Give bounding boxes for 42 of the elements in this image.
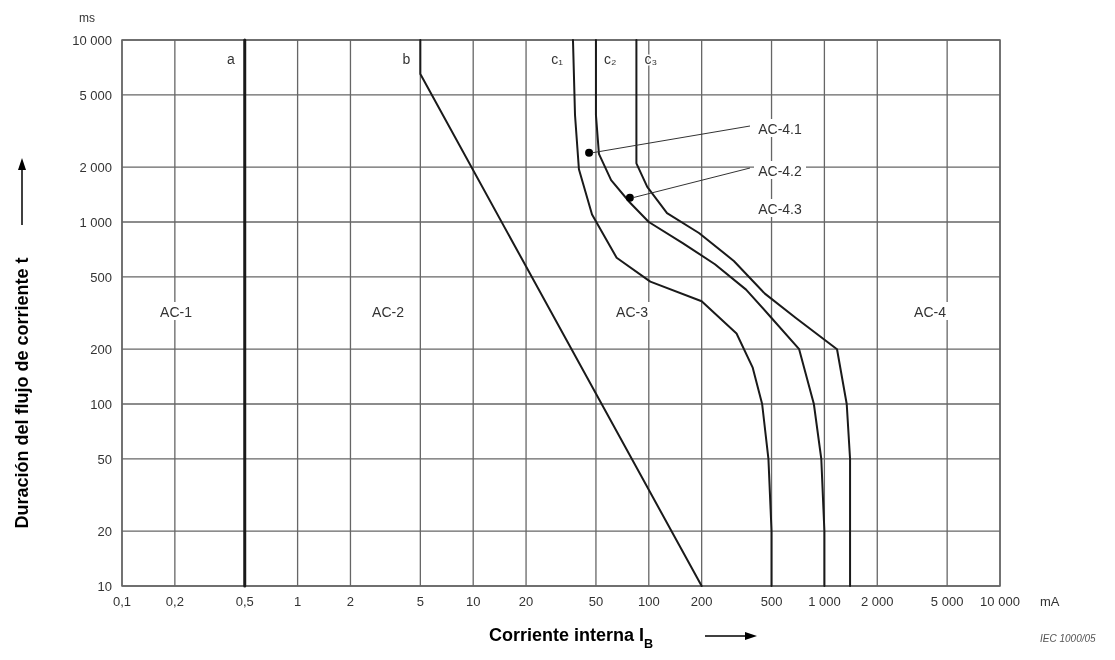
text: mA <box>1040 594 1060 609</box>
x-tick-label: 2 000 <box>860 594 894 609</box>
annotation: AC-4.1 <box>758 121 802 137</box>
annotation: AC-4 <box>914 304 947 320</box>
x-tick-label: 1 <box>293 594 302 609</box>
y-tick-label: 100 <box>90 397 112 412</box>
y-tick-label: 10 <box>97 579 112 594</box>
y-tick-label: 200 <box>90 342 112 358</box>
x-tick-label: 20 <box>518 594 534 609</box>
annotation: AC-4.2 <box>758 163 802 179</box>
x-tick-label: 200 <box>690 594 713 609</box>
y-tick-label: 1 000 <box>79 215 112 230</box>
x-tick-label: 2 <box>346 594 355 609</box>
series-label: c₂ <box>603 51 617 67</box>
y-tick-label: 50 <box>97 451 112 467</box>
series-label: c₁ <box>551 51 564 67</box>
y-tick-label: 10 000 <box>72 33 112 48</box>
x-tick-label: 10 <box>465 594 481 609</box>
annotation: AC-3 <box>616 304 649 320</box>
x-tick-label: 1 000 <box>808 594 841 609</box>
x-tick-label: 0,2 <box>165 594 184 609</box>
annotation: AC-1 <box>160 304 193 320</box>
annotation: AC-4.3 <box>758 201 802 217</box>
y-axis-title: Duración del flujo de corriente t <box>12 257 32 529</box>
y-tick-label: 5 000 <box>79 87 112 103</box>
x-tick-label: 100 <box>637 594 660 609</box>
series-label: a <box>226 51 235 67</box>
x-tick-label: 0,1 <box>112 594 132 609</box>
x-tick-label: 5 <box>416 594 424 609</box>
series-label: b <box>402 51 411 67</box>
x-tick-label: 50 <box>588 594 604 609</box>
text: IEC 1000/05 <box>1040 633 1097 644</box>
annotation: AC-2 <box>372 304 405 320</box>
x-tick-label: 0,5 <box>235 594 254 609</box>
x-tick-label: 500 <box>760 594 783 609</box>
x-tick-label: 5 000 <box>930 594 964 609</box>
y-tick-label: 500 <box>90 269 112 285</box>
text: ms <box>79 11 95 25</box>
x-axis-title: Corriente interna I$_{B}$ <box>488 625 654 651</box>
y-tick-label: 20 <box>97 524 112 540</box>
x-tick-label: 10 000 <box>980 594 1020 609</box>
y-tick-label: 2 000 <box>79 160 112 176</box>
